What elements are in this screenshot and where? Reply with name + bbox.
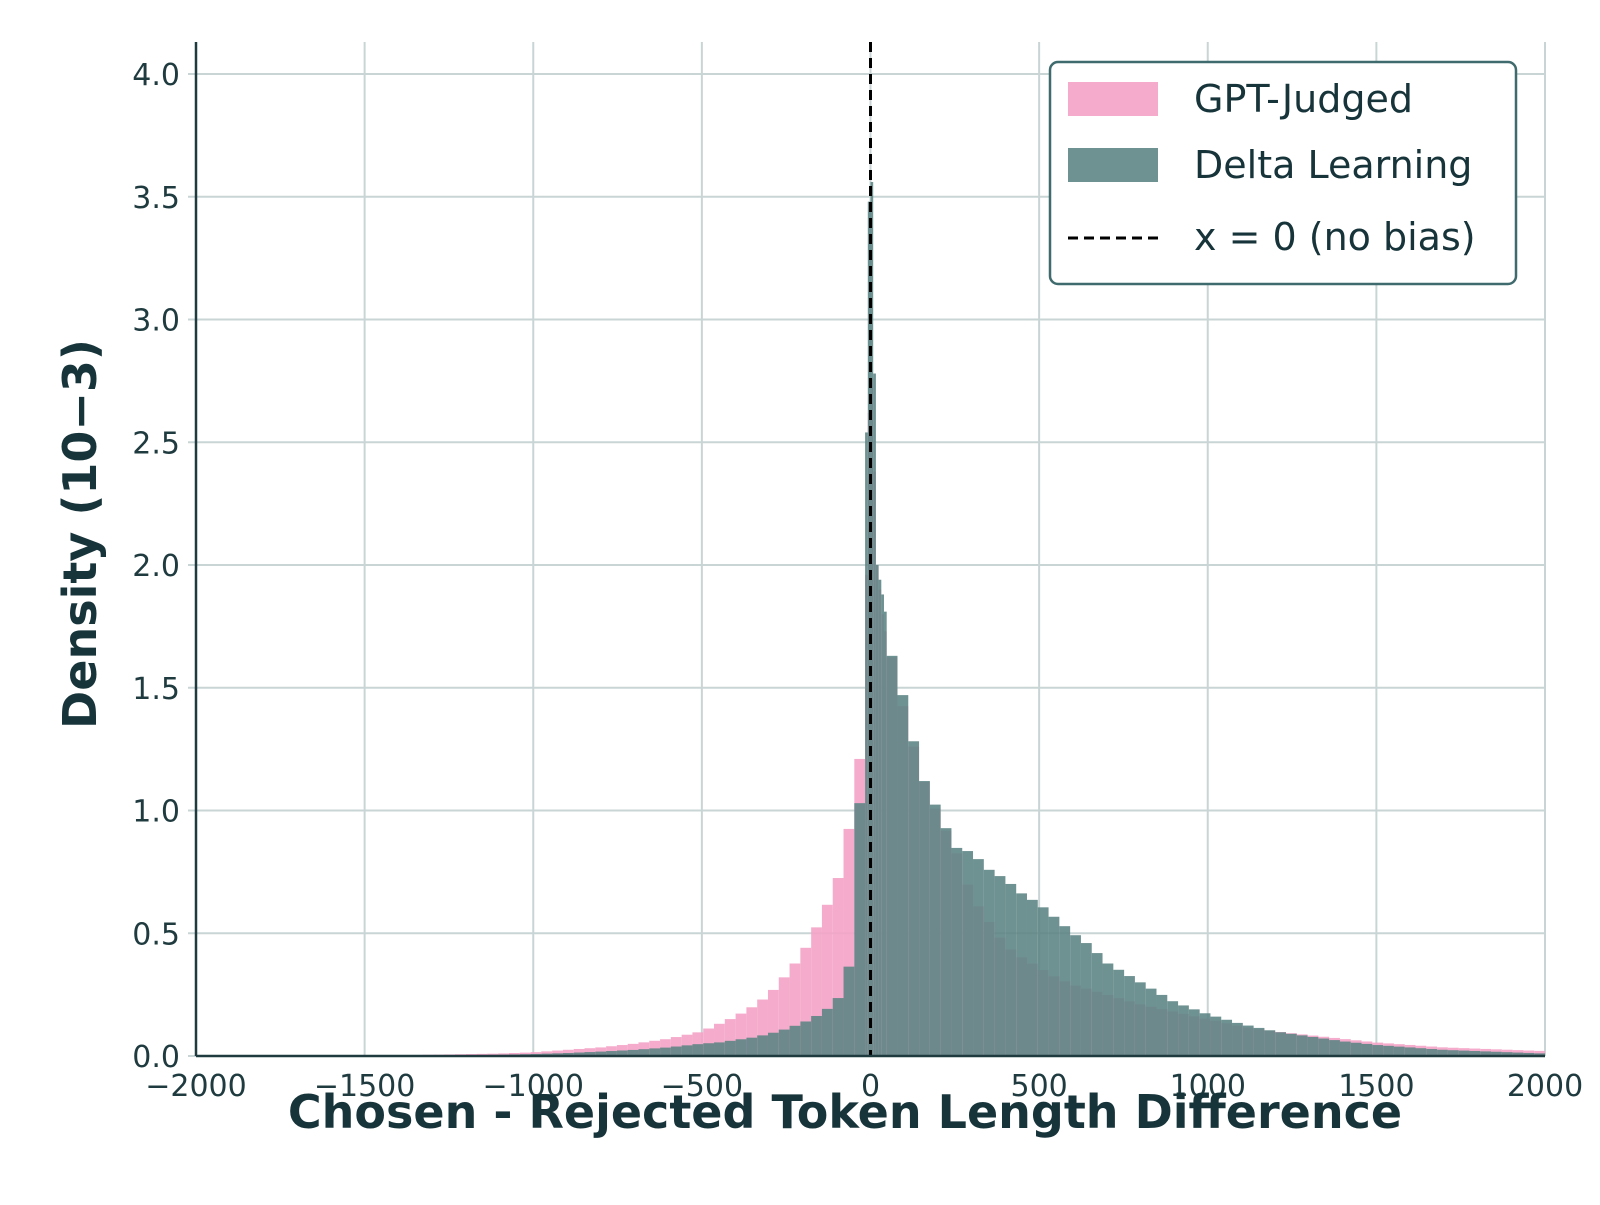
histogram-bar (930, 805, 941, 1056)
histogram-bar (692, 1044, 703, 1056)
histogram-bar (1210, 1017, 1221, 1056)
histogram-bar (725, 1041, 736, 1056)
histogram-bar (919, 781, 930, 1056)
legend-label-reference-line: x = 0 (no bias) (1194, 215, 1476, 259)
histogram-bar (822, 1009, 833, 1056)
histogram-bar (746, 1038, 757, 1056)
histogram-bar (1232, 1023, 1243, 1056)
histogram-bar (1027, 900, 1038, 1056)
y-tick-label: 3.5 (132, 181, 180, 216)
legend-label-gpt-judged: GPT-Judged (1194, 77, 1413, 121)
histogram-bar (1318, 1039, 1329, 1056)
legend-label-delta-learning: Delta Learning (1194, 143, 1472, 187)
histogram-bar (768, 1033, 779, 1056)
histogram-bar (1135, 982, 1146, 1056)
histogram-bar (1308, 1037, 1319, 1056)
y-tick-label: 2.5 (132, 426, 180, 461)
histogram-bar (811, 1016, 822, 1056)
y-axis-title: Density (10−3) (53, 339, 107, 729)
y-tick-label: 1.5 (132, 672, 180, 707)
histogram-bar (714, 1042, 725, 1056)
histogram-bar (1189, 1009, 1200, 1056)
legend-swatch-gpt-judged (1068, 82, 1158, 116)
series-delta-learning (347, 182, 1545, 1056)
histogram-bar (736, 1039, 747, 1056)
histogram-bar (682, 1045, 693, 1056)
histogram-bar (833, 998, 844, 1056)
histogram-bar (884, 612, 887, 1056)
histogram-bar (1124, 976, 1135, 1056)
histogram-bar (1005, 884, 1016, 1056)
histogram-bar (973, 859, 984, 1056)
histogram-bar (1081, 943, 1092, 1056)
histogram-bar (1362, 1044, 1373, 1056)
histogram-bar (1038, 907, 1049, 1056)
legend: GPT-Judged Delta Learning x = 0 (no bias… (1050, 62, 1516, 284)
histogram-bar (887, 656, 898, 1056)
histogram-bar (703, 1043, 714, 1056)
histogram-bar (962, 851, 973, 1056)
histogram-bar (879, 580, 882, 1056)
histogram-bar (941, 828, 952, 1056)
histogram-bar (1059, 926, 1070, 1056)
histogram-bar (897, 695, 908, 1056)
histogram-bar (1254, 1028, 1265, 1056)
histogram-bar (881, 594, 884, 1056)
histogram-bar (1243, 1026, 1254, 1056)
histogram-bar (1178, 1005, 1189, 1056)
histogram-bar (1372, 1045, 1383, 1056)
y-tick-label: 4.0 (132, 58, 180, 93)
histogram-bar (1103, 963, 1114, 1056)
histogram-bar (671, 1047, 682, 1056)
histogram-bar (1049, 917, 1060, 1056)
histogram-bar (1113, 970, 1124, 1056)
histogram-bar (908, 741, 919, 1056)
histogram-bar (779, 1030, 790, 1056)
histogram-bar (1405, 1047, 1416, 1056)
histogram-bar (800, 1021, 811, 1056)
histogram-bar (1329, 1040, 1340, 1056)
histogram-bar (790, 1026, 801, 1056)
histogram-bar (1351, 1043, 1362, 1056)
x-axis-title: Chosen - Rejected Token Length Differenc… (288, 1085, 1402, 1139)
histogram-bar (1146, 989, 1157, 1056)
histogram-bar (1275, 1032, 1286, 1056)
y-tick-label: 1.0 (132, 795, 180, 830)
y-tick-label: 0.5 (132, 917, 180, 952)
x-tick-label: 2000 (1507, 1069, 1583, 1104)
histogram-bar (1221, 1020, 1232, 1056)
histogram-bar (660, 1048, 671, 1056)
histogram-bar (1297, 1035, 1308, 1056)
histogram-bar (1340, 1042, 1351, 1056)
histogram-bar (1070, 935, 1081, 1056)
histogram-bar (1156, 995, 1167, 1056)
histogram-bar (1264, 1030, 1275, 1056)
histogram-bar (876, 565, 879, 1056)
histogram-bar (844, 967, 855, 1056)
histogram-bar (865, 432, 868, 1056)
histogram-bar (1016, 893, 1027, 1056)
histogram-bar (757, 1035, 768, 1056)
histogram-bar (1286, 1034, 1297, 1056)
histogram-bar (1383, 1046, 1394, 1056)
histogram-bar (1200, 1013, 1211, 1056)
histogram-bar (1092, 953, 1103, 1056)
y-tick-label: 0.0 (132, 1040, 180, 1075)
histogram-bar (1394, 1047, 1405, 1056)
histogram-bar (854, 803, 865, 1056)
histogram-bar (873, 374, 876, 1056)
y-tick-label: 3.0 (132, 304, 180, 339)
histogram-bar (1167, 1001, 1178, 1056)
histogram-bar (984, 870, 995, 1056)
histogram-bar (995, 876, 1006, 1056)
histogram-bar (951, 848, 962, 1056)
histogram-bars (347, 182, 1545, 1056)
legend-swatch-delta-learning (1068, 148, 1158, 182)
y-tick-label: 2.0 (132, 549, 180, 584)
